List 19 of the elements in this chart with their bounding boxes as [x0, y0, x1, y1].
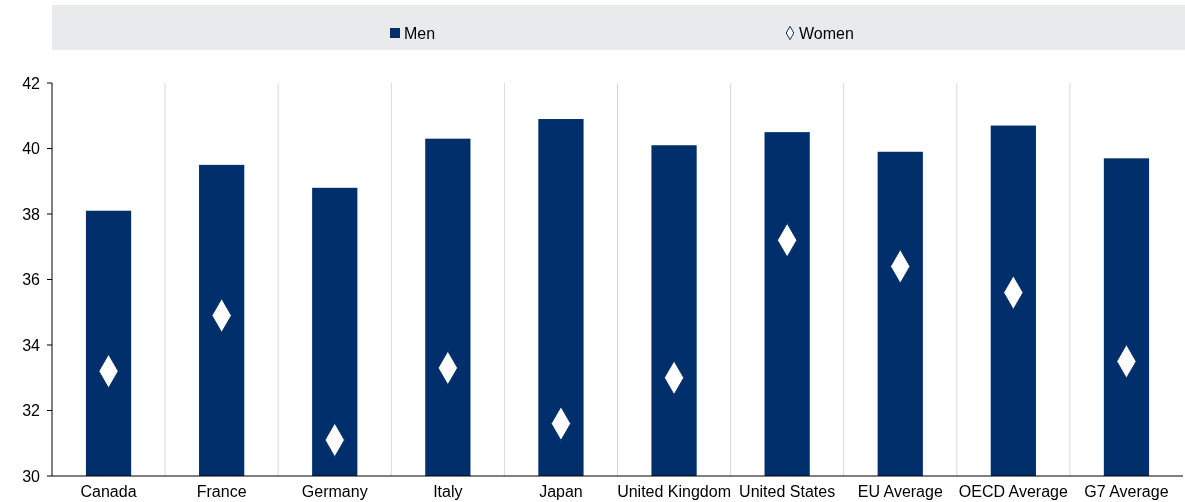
x-tick-label: France — [196, 483, 247, 500]
x-tick-label: Germany — [301, 483, 368, 500]
y-tick-label: 42 — [22, 74, 41, 92]
x-tick-label: Japan — [539, 483, 583, 500]
x-tick-label: EU Average — [857, 483, 943, 500]
legend-label: Men — [404, 24, 436, 42]
y-tick-label: 30 — [22, 467, 41, 485]
y-tick-label: 38 — [22, 205, 41, 223]
x-tick-label: G7 Average — [1084, 483, 1169, 500]
x-tick-label: Italy — [433, 483, 463, 500]
y-tick-label: 34 — [22, 336, 41, 354]
y-tick-label: 32 — [22, 402, 41, 420]
y-tick-label: 36 — [22, 271, 41, 289]
y-tick-label: 40 — [22, 140, 41, 158]
x-tick-label: United Kingdom — [617, 483, 731, 500]
x-tick-label: OECD Average — [958, 483, 1068, 500]
x-tick-label: United States — [739, 483, 836, 500]
legend-label: Women — [799, 24, 854, 42]
x-tick-label: Canada — [80, 483, 137, 500]
